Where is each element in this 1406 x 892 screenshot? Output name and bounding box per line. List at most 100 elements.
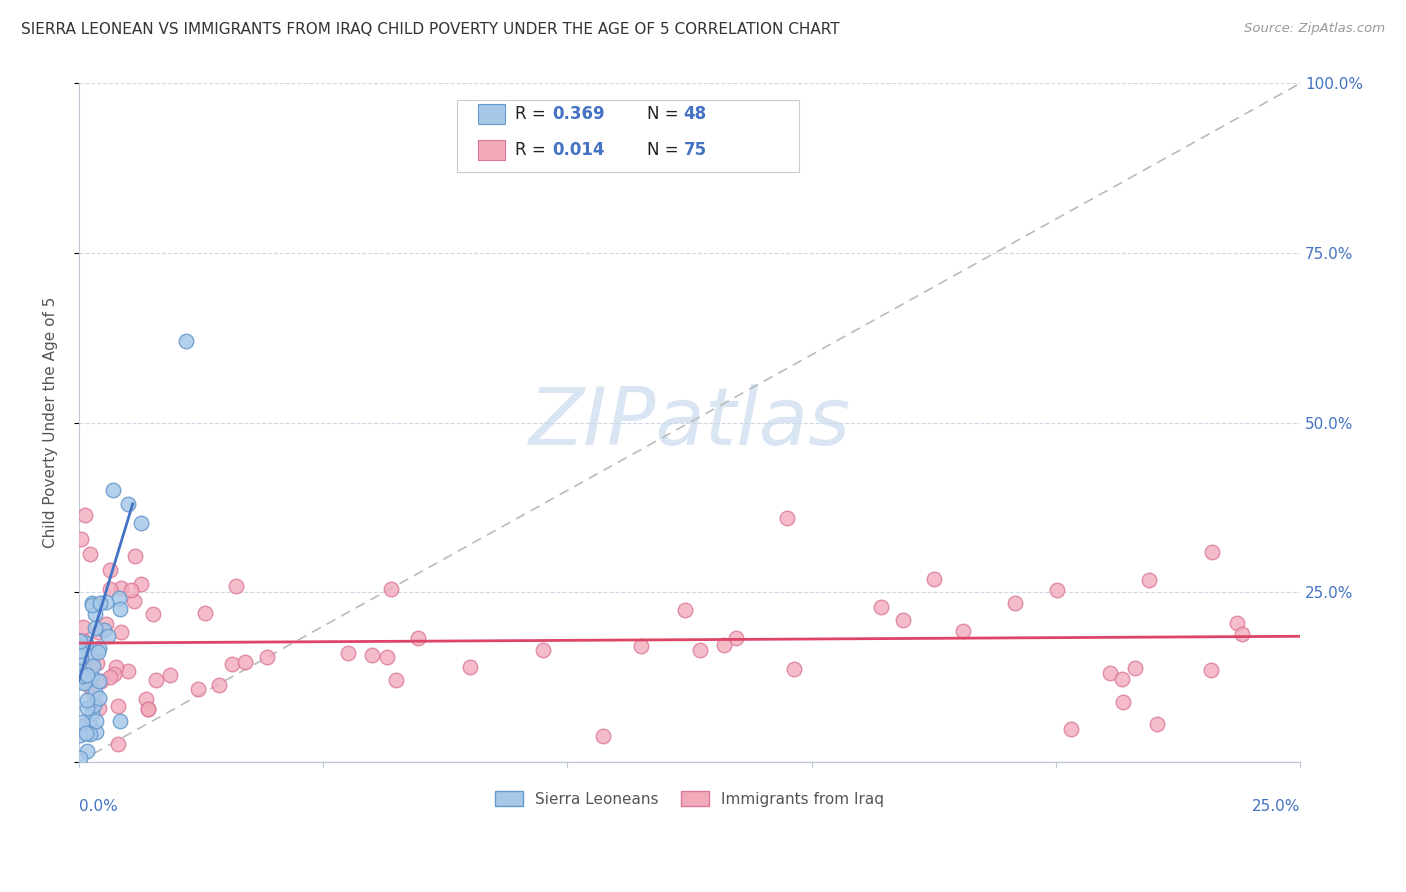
Point (70, 715, 93, 730)
Point (1004, 596, 1026, 610)
Point (87, 624, 110, 639)
Point (673, 603, 696, 617)
Point (776, 510, 799, 524)
Point (70, 650, 93, 665)
Point (98, 670, 121, 684)
Point (94, 617, 117, 632)
Point (72, 620, 94, 634)
Point (89, 674, 111, 689)
Point (135, 691, 157, 706)
FancyBboxPatch shape (478, 103, 505, 124)
Point (70, 532, 93, 546)
Point (952, 624, 974, 639)
Point (375, 650, 398, 665)
Point (108, 714, 131, 728)
Point (725, 631, 748, 645)
Text: 0.014: 0.014 (553, 141, 605, 159)
Point (80, 684, 103, 698)
Point (83, 698, 105, 713)
Point (69, 720, 91, 734)
Point (76, 744, 98, 758)
Point (1046, 583, 1069, 598)
Point (93, 623, 115, 637)
Point (110, 581, 132, 595)
Point (69, 667, 91, 681)
Point (72, 669, 94, 683)
Point (1137, 573, 1160, 587)
Point (1112, 695, 1135, 709)
Point (98, 563, 121, 577)
Point (80, 598, 103, 612)
Point (176, 334, 198, 349)
Point (69, 751, 91, 765)
Point (385, 673, 408, 688)
Point (90, 674, 112, 689)
Point (86, 656, 108, 670)
Point (70, 675, 93, 690)
Text: Source: ZipAtlas.com: Source: ZipAtlas.com (1244, 22, 1385, 36)
Text: R =: R = (515, 105, 551, 123)
Point (531, 643, 554, 657)
Text: R =: R = (515, 141, 551, 159)
Point (235, 655, 257, 669)
Point (80, 669, 103, 683)
Point (76, 700, 98, 714)
Point (87, 691, 110, 706)
Point (96, 595, 118, 609)
Text: N =: N = (647, 141, 683, 159)
Point (96, 628, 118, 642)
Legend: Sierra Leoneans, Immigrants from Iraq: Sierra Leoneans, Immigrants from Iraq (489, 784, 890, 813)
Point (1123, 661, 1146, 675)
Point (70, 668, 93, 682)
Point (131, 516, 153, 530)
Text: N =: N = (647, 105, 683, 123)
Point (77, 716, 100, 731)
Point (83, 607, 105, 621)
Point (221, 657, 243, 672)
FancyBboxPatch shape (478, 140, 505, 160)
Point (89, 641, 111, 656)
Point (84, 685, 107, 699)
Point (380, 582, 402, 596)
Point (138, 701, 160, 715)
Point (592, 729, 614, 743)
Point (208, 678, 231, 692)
Point (406, 631, 429, 645)
Point (922, 572, 945, 586)
Point (107, 698, 129, 713)
Point (103, 667, 125, 681)
Point (80, 706, 103, 720)
Point (145, 673, 167, 688)
Point (1098, 666, 1121, 681)
Point (79, 547, 101, 561)
Point (107, 591, 129, 605)
Point (117, 664, 139, 678)
Point (1059, 722, 1081, 736)
Point (361, 648, 384, 662)
Text: SIERRA LEONEAN VS IMMIGRANTS FROM IRAQ CHILD POVERTY UNDER THE AGE OF 5 CORRELAT: SIERRA LEONEAN VS IMMIGRANTS FROM IRAQ C… (21, 22, 839, 37)
Point (142, 607, 165, 621)
Point (225, 579, 247, 593)
Point (87, 645, 110, 659)
Point (75, 636, 97, 650)
Point (129, 577, 152, 591)
Point (77, 678, 100, 692)
Y-axis label: Child Poverty Under the Age of 5: Child Poverty Under the Age of 5 (44, 297, 58, 549)
Point (870, 599, 893, 614)
Point (187, 682, 209, 697)
Point (1225, 615, 1247, 630)
Point (1201, 663, 1223, 677)
Point (79, 727, 101, 741)
Point (69, 633, 91, 648)
Point (1201, 545, 1223, 559)
Point (1111, 672, 1133, 686)
Point (891, 613, 914, 627)
Point (1146, 717, 1168, 731)
Point (83, 621, 105, 635)
Point (101, 483, 124, 498)
Point (108, 602, 131, 616)
Point (84, 725, 107, 739)
Point (72, 662, 94, 676)
Point (76, 693, 98, 707)
Point (136, 702, 159, 716)
